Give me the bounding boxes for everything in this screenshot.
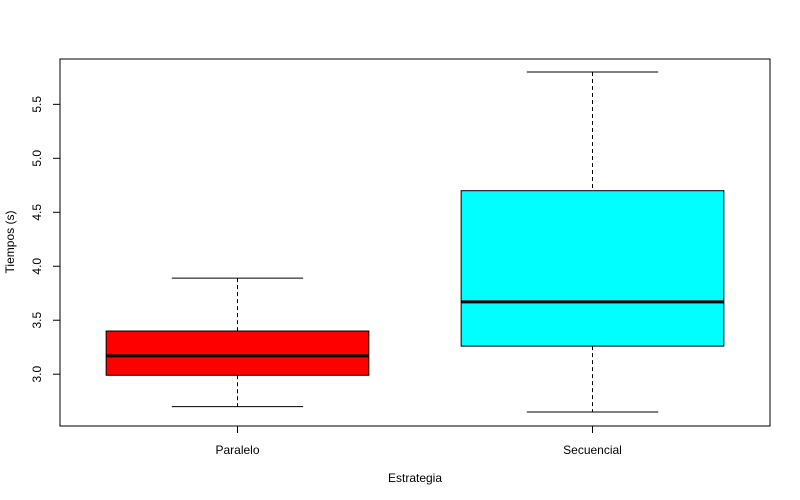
y-tick-label: 3.0 [30, 366, 44, 383]
x-axis-title: Estrategia [388, 471, 442, 485]
iqr-box [460, 190, 725, 347]
box-paralelo [105, 277, 370, 408]
y-axis: 3.0 3.5 4.0 4.5 5.0 5.5 [30, 96, 61, 383]
x-axis: Paralelo Secuencial [215, 425, 622, 457]
y-tick-label: 4.5 [30, 204, 44, 221]
iqr-box [105, 330, 370, 376]
y-tick-label: 4.0 [30, 258, 44, 275]
x-tick-label: Paralelo [215, 443, 259, 457]
y-tick-label: 5.5 [30, 96, 44, 113]
x-tick-label: Secuencial [563, 443, 622, 457]
box-secuencial [460, 71, 725, 413]
y-tick-label: 3.5 [30, 312, 44, 329]
boxes-layer [105, 71, 725, 413]
y-tick-label: 5.0 [30, 150, 44, 167]
y-axis-title: Tiempos (s) [3, 211, 17, 274]
